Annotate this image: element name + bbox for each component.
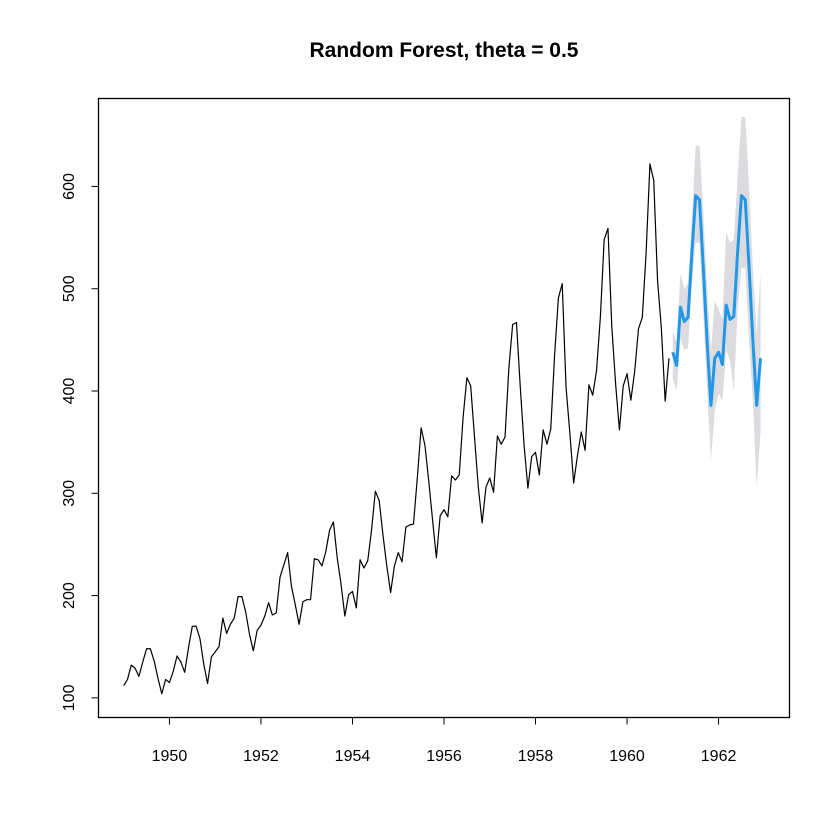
y-tick-label: 100 (61, 684, 78, 711)
y-tick-label: 400 (61, 378, 78, 405)
x-axis: 1950 1952 1954 1956 1958 1960 1962 (152, 717, 737, 765)
x-tick-label: 1950 (152, 748, 188, 765)
chart-title: Random Forest, theta = 0.5 (310, 39, 579, 62)
interval-band (672, 116, 761, 488)
history-line (123, 163, 670, 695)
forecast-line (671, 194, 763, 407)
y-tick-label: 500 (61, 275, 78, 302)
x-tick-label: 1958 (518, 748, 554, 765)
y-tick-label: 200 (61, 582, 78, 609)
x-tick-label: 1952 (243, 748, 279, 765)
x-tick-label: 1960 (609, 748, 645, 765)
x-tick-label: 1954 (335, 748, 371, 765)
y-axis: 100 200 300 400 500 600 (61, 173, 99, 711)
x-tick-label: 1962 (701, 748, 737, 765)
history-series (123, 163, 670, 695)
forecast-series (671, 194, 763, 407)
y-tick-label: 600 (61, 173, 78, 200)
y-tick-label: 300 (61, 480, 78, 507)
plot-frame (97, 97, 791, 719)
forecast-interval (672, 116, 761, 488)
x-tick-label: 1956 (426, 748, 462, 765)
